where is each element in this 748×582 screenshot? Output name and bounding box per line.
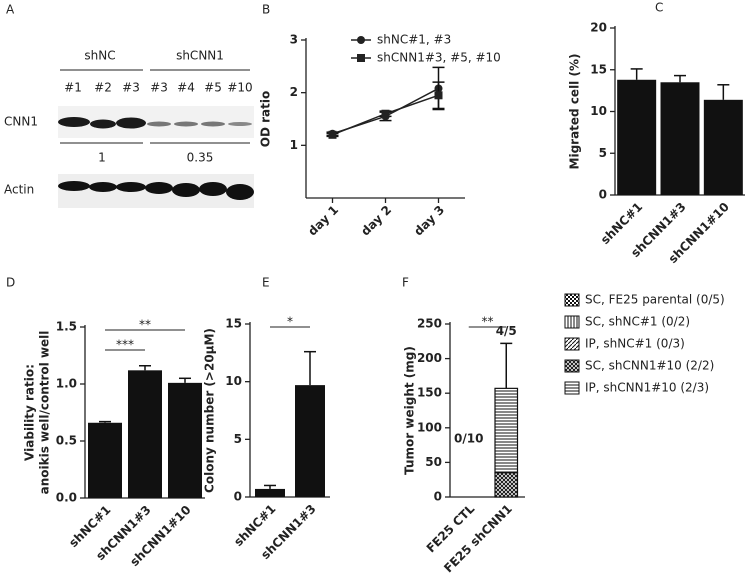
ratio-label: 1: [98, 151, 106, 165]
y-tick-label: 5: [234, 432, 242, 446]
group-label: shCNN1: [176, 49, 224, 63]
y-tick-label: 3: [290, 33, 298, 47]
group-label: shNC: [84, 49, 115, 63]
y-tick-label: 0: [234, 490, 242, 504]
y-tick-label: 15: [225, 317, 242, 331]
bar: [703, 99, 743, 195]
significance-label: ***: [116, 338, 134, 352]
lane-label: #4: [177, 81, 195, 95]
y-tick-label: 0: [599, 188, 607, 202]
cnn1-bands: [58, 117, 252, 129]
legend-swatch: [564, 381, 580, 395]
y-tick-label: 1: [290, 138, 298, 152]
y-tick-label: 1.5: [56, 320, 77, 334]
point: [434, 91, 443, 100]
significance-label: **: [139, 318, 151, 332]
y-tick-label: 5: [599, 146, 607, 160]
lane-label: #3: [150, 81, 168, 95]
significance-label: **: [482, 315, 494, 329]
bar-label: 4/5: [496, 324, 517, 338]
y-axis-label: Migrated cell (%): [568, 54, 582, 170]
blot-panel: A shNC shCNN1 #1 #2 #3 #3 #4 #5 #10 CNN1…: [4, 3, 254, 208]
y-tick-label: 150: [417, 386, 442, 400]
legend-label: SC, FE25 parental (0/5): [585, 293, 725, 307]
bar: [295, 385, 325, 497]
y-axis-label: Tumor weight (mg): [403, 346, 417, 475]
bar: [168, 382, 202, 498]
y-axis-label: Viability ratio:: [23, 364, 37, 461]
legend-label: shCNN1#3, #5, #10: [377, 51, 501, 65]
lane-label: #3: [122, 81, 140, 95]
actin-bands: [58, 181, 254, 200]
bar: [660, 82, 700, 195]
legend-label: IP, shNC#1 (0/3): [585, 337, 685, 351]
y-tick-label: 10: [225, 374, 242, 388]
bar: [617, 79, 657, 195]
y-tick-label: 0: [434, 490, 442, 504]
lane-label: #10: [227, 81, 252, 95]
panel-letter: E: [262, 276, 270, 290]
y-tick-label: 1.0: [56, 377, 77, 391]
y-axis-label: Colony number (>20μM): [203, 328, 217, 493]
lane-label: #2: [94, 81, 112, 95]
row-label: CNN1: [4, 115, 38, 129]
panel-letter: F: [402, 276, 409, 290]
bar-segment: [494, 387, 519, 474]
y-tick-label: 20: [590, 21, 607, 35]
y-axis-label: OD ratio: [259, 91, 273, 147]
y-tick-label: 50: [425, 455, 442, 469]
panel-letter: D: [6, 276, 15, 290]
legend-label: SC, shNC#1 (0/2): [585, 315, 690, 329]
panel-letter: C: [655, 1, 663, 15]
x-tick-label: day 2: [358, 203, 394, 239]
legend-swatch: [564, 293, 580, 307]
y-tick-label: 0.5: [56, 434, 77, 448]
y-tick-label: 100: [417, 420, 442, 434]
row-label: Actin: [4, 183, 34, 197]
y-tick-label: 15: [590, 62, 607, 76]
lane-label: #5: [204, 81, 222, 95]
y-tick-label: 0.0: [56, 491, 77, 505]
bar-label: 0/10: [454, 432, 483, 446]
legend-label: SC, shCNN1#10 (2/2): [585, 359, 714, 373]
panel-letter: B: [262, 3, 270, 17]
bar: [255, 488, 285, 497]
legend-label: IP, shCNN1#10 (2/3): [585, 381, 709, 395]
legend-label: shNC#1, #3: [377, 33, 451, 47]
lane-label: #1: [64, 81, 82, 95]
bar-segment: [494, 472, 519, 498]
y-tick-label: 200: [417, 351, 442, 365]
y-tick-label: 250: [417, 317, 442, 331]
y-tick-label: 2: [290, 85, 298, 99]
point: [328, 130, 337, 139]
point: [381, 109, 390, 118]
legend-marker: [357, 36, 365, 44]
legend-marker: [357, 54, 365, 62]
legend-swatch: [564, 315, 580, 329]
x-tick-label: FE25 shCNN1: [441, 502, 515, 576]
x-tick-label: day 3: [411, 203, 447, 239]
x-tick-label: day 1: [305, 203, 341, 239]
legend-swatch: [564, 337, 580, 351]
significance-label: *: [287, 315, 293, 329]
bar: [128, 370, 162, 498]
ratio-label: 0.35: [187, 151, 214, 165]
panel-letter: A: [6, 3, 15, 17]
bar: [88, 422, 122, 498]
legend-swatch: [564, 359, 580, 373]
y-tick-label: 10: [590, 104, 607, 118]
y-axis-label: anoikis well/control well: [38, 331, 52, 495]
